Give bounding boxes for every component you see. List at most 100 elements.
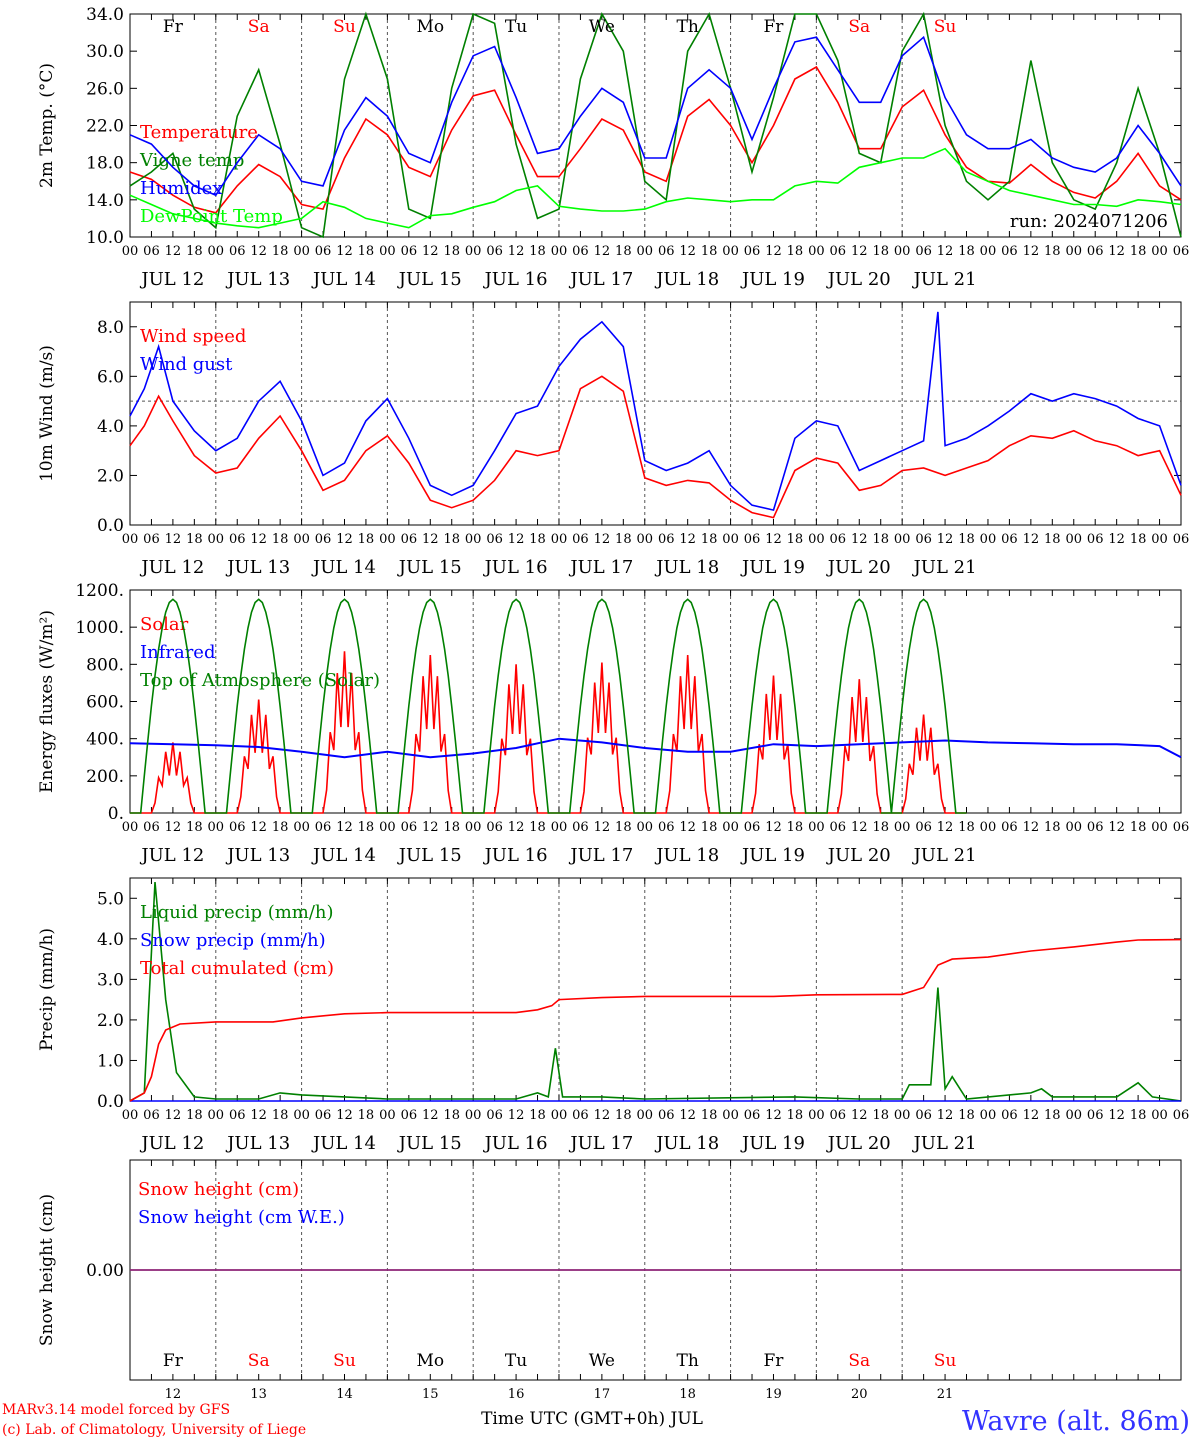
panel-3-series-top-of-atmosphere-solar-	[130, 598, 967, 814]
panel-2-y-tick-label: 0.0	[97, 516, 124, 536]
panel-3-y-axis-label: Energy fluxes (W/m²)	[37, 610, 57, 793]
panel-1-hour-label: 06	[229, 244, 246, 259]
panel-1-hour-label: 06	[1173, 244, 1190, 259]
panel-3-hour-label: 12	[937, 820, 954, 835]
panel-4-date-label: JUL 14	[311, 1133, 376, 1154]
panel-3-y-tick-label: 400.	[86, 730, 124, 750]
panel-1-run-annotation: run: 2024071206	[1010, 211, 1168, 232]
panel-2-hour-label: 12	[336, 532, 353, 547]
panel-4-hour-label: 00	[122, 1108, 139, 1123]
panel-4-hour-label: 06	[572, 1108, 589, 1123]
panel-2-hour-label: 00	[122, 532, 139, 547]
panel-5-day-number: 17	[594, 1387, 611, 1402]
panel-3-hour-label: 00	[293, 820, 310, 835]
panel-4-hour-label: 00	[208, 1108, 225, 1123]
panel-1-hour-label: 06	[658, 244, 675, 259]
panel-2-date-label: JUL 16	[483, 557, 548, 578]
panel-2-date-label: JUL 21	[912, 557, 977, 578]
panel-3-hour-label: 00	[722, 820, 739, 835]
panel-3-hour-label: 12	[250, 820, 267, 835]
panel-1-hour-label: 18	[358, 244, 375, 259]
panel-1-hour-label: 12	[165, 244, 182, 259]
panel-2-hour-label: 00	[1151, 532, 1168, 547]
panel-4-series-total-cumulated-cm-	[129, 938, 1182, 1102]
panel-1-day-name: Sa	[248, 17, 270, 37]
panel-4-hour-label: 00	[1065, 1108, 1082, 1123]
panel-1-hour-label: 00	[1151, 244, 1168, 259]
panel-3-hour-label: 12	[594, 820, 611, 835]
panel-4-hour-label: 00	[1151, 1108, 1168, 1123]
panel-3-hour-label: 06	[229, 820, 246, 835]
panel-4-date-label: JUL 16	[483, 1133, 548, 1154]
panel-3-date-label: JUL 12	[139, 845, 204, 866]
panel-1-legend-2: Vigne temp	[139, 150, 244, 171]
panel-1-legend-1: Temperature	[140, 122, 258, 143]
panel-3-hour-label: 06	[572, 820, 589, 835]
panel-5-day-number: 15	[422, 1387, 439, 1402]
panel-2-hour-label: 06	[1001, 532, 1018, 547]
panel-1-hour-label: 00	[551, 244, 568, 259]
panel-5-legend-1: Snow height (cm)	[138, 1179, 299, 1200]
panel-4-hour-label: 18	[872, 1108, 889, 1123]
panel-1-series-temperature	[129, 65, 1182, 214]
panel-4-hour-label: 06	[315, 1108, 332, 1123]
panel-1-y-tick-label: 26.0	[86, 79, 124, 99]
panel-1-series-vigne-temp	[129, 11, 1182, 239]
panel-1-hour-label: 18	[443, 244, 460, 259]
panel-2-hour-label: 18	[358, 532, 375, 547]
footer-model-line: MARv3.14 model forced by GFS	[2, 1402, 230, 1418]
panel-4-hour-label: 00	[379, 1108, 396, 1123]
panel-3-hour-label: 18	[872, 820, 889, 835]
panel-3-hour-label: 12	[679, 820, 696, 835]
panel-2-hour-label: 12	[937, 532, 954, 547]
panel-4-hour-label: 06	[229, 1108, 246, 1123]
panel-1-series-humidex	[129, 35, 1182, 197]
panel-1-hour-label: 06	[315, 244, 332, 259]
panel-5-day-name: Mo	[416, 1351, 444, 1371]
panel-1-legend-4: DewPoint Temp	[140, 206, 283, 227]
panel-4-hour-label: 00	[808, 1108, 825, 1123]
panel-1-hour-label: 18	[1130, 244, 1147, 259]
panel-2-hour-label: 12	[1108, 532, 1125, 547]
panel-3-hour-label: 12	[336, 820, 353, 835]
panel-5-day-name: Su	[333, 1351, 356, 1371]
panel-1-hour-label: 18	[958, 244, 975, 259]
panel-2-hour-label: 12	[165, 532, 182, 547]
panel-2-hour-label: 06	[572, 532, 589, 547]
panel-1-day-name: Fr	[764, 17, 785, 37]
panel-2-date-label: JUL 13	[225, 557, 290, 578]
panel-1-day-name: Tu	[505, 17, 527, 37]
panel-4-date-label: JUL 20	[826, 1133, 891, 1154]
panel-3-hour-label: 06	[915, 820, 932, 835]
panel-2-date-label: JUL 14	[311, 557, 376, 578]
panel-4-hour-label: 12	[937, 1108, 954, 1123]
panel-2-hour-label: 18	[958, 532, 975, 547]
panel-3-hour-label: 18	[1044, 820, 1061, 835]
panel-3-hour-label: 06	[315, 820, 332, 835]
panel-1-date-label: JUL 15	[397, 269, 462, 290]
panel-1-hour-label: 00	[465, 244, 482, 259]
panel-4-legend-2: Snow precip (mm/h)	[140, 930, 326, 951]
panel-4-y-tick-label: 2.0	[97, 1011, 124, 1031]
panel-3-hour-label: 00	[465, 820, 482, 835]
panel-2-hour-label: 18	[872, 532, 889, 547]
panel-2-hour-label: 06	[658, 532, 675, 547]
panel-4-hour-label: 06	[143, 1108, 160, 1123]
panel-2-date-label: JUL 18	[654, 557, 719, 578]
panel-2-hour-label: 00	[722, 532, 739, 547]
panel-2-hour-label: 06	[1173, 532, 1190, 547]
panel-2-hour-label: 18	[272, 532, 289, 547]
panel-2-y-tick-label: 4.0	[97, 417, 124, 437]
panel-2-hour-label: 18	[1130, 532, 1147, 547]
panel-4-hour-label: 00	[293, 1108, 310, 1123]
panel-4-hour-label: 00	[551, 1108, 568, 1123]
panel-4-hour-label: 00	[980, 1108, 997, 1123]
panel-1-hour-label: 18	[186, 244, 203, 259]
panel-1-hour-label: 12	[851, 244, 868, 259]
panel-2-hour-label: 00	[293, 532, 310, 547]
panel-3-date-label: JUL 17	[568, 845, 633, 866]
panel-1-day-name: Fr	[163, 17, 184, 37]
panel-3-y-tick-label: 800.	[86, 655, 124, 675]
panel-1-date-label: JUL 17	[568, 269, 633, 290]
panel-3-date-label: JUL 21	[912, 845, 977, 866]
